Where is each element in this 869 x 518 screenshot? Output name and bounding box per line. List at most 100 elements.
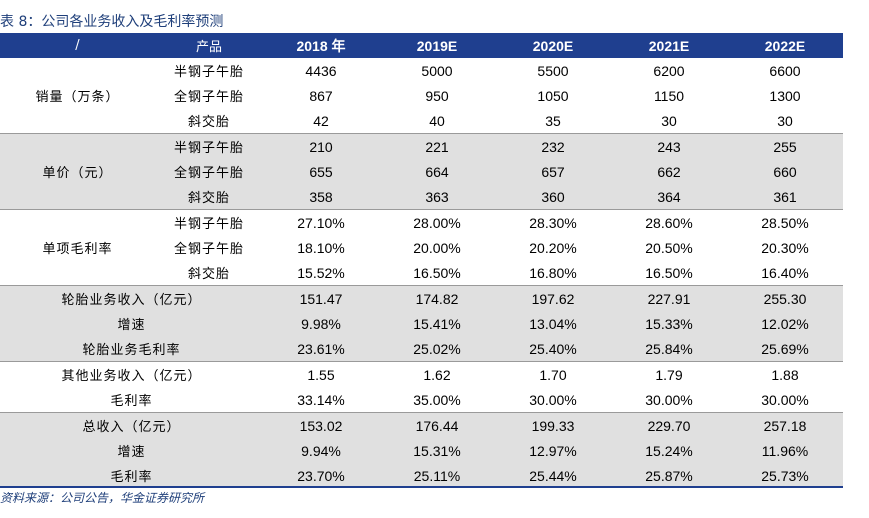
value-cell: 176.44 <box>379 412 495 438</box>
product-cell: 全钢子午胎 <box>155 159 263 184</box>
table-row: 单项毛利率 半钢子午胎 27.10% 28.00% 28.30% 28.60% … <box>0 209 843 286</box>
value-cell: 15.52% <box>297 264 345 281</box>
value-cell: 360 <box>495 184 611 210</box>
header-year: 2018 年 <box>263 33 379 58</box>
value-cell: 153.02 <box>263 412 379 438</box>
value-cell: 1.88 <box>727 361 843 387</box>
header-slash: / <box>0 33 155 58</box>
table-row: 斜交胎 42 40 35 30 30 <box>0 108 843 134</box>
table-header-row: / 产品 2018 年 2019E 2020E 2021E 2022E <box>0 33 843 58</box>
value-cell: 229.70 <box>611 412 727 438</box>
value-cell: 9.98% <box>263 311 379 336</box>
value-cell: 174.82 <box>379 285 495 311</box>
product-cell: 半钢子午胎 <box>173 65 244 80</box>
value-cell: 5000 <box>421 62 453 79</box>
value-cell: 23.61% <box>263 336 379 362</box>
table-row: 斜交胎 15.52% 16.50% 16.80% 16.50% 16.40% <box>0 260 843 286</box>
group-label: 单项毛利率 <box>0 209 155 286</box>
value-cell: 151.47 <box>263 285 379 311</box>
value-cell: 361 <box>727 184 843 210</box>
value-cell: 30 <box>777 112 793 129</box>
value-cell: 28.30% <box>495 209 611 235</box>
header-year: 2021E <box>611 33 727 58</box>
table-bottom-rule <box>0 486 843 488</box>
value-cell: 40 <box>429 112 445 129</box>
row-label: 毛利率 <box>110 394 153 409</box>
header-year: 2019E <box>379 33 495 58</box>
table-row: 其他业务收入（亿元） 1.55 1.62 1.70 1.79 1.88 <box>0 361 843 387</box>
table-row: 轮胎业务收入（亿元） 151.47 174.82 197.62 227.91 2… <box>0 285 843 311</box>
value-cell: 30.00% <box>645 391 693 408</box>
value-cell: 23.70% <box>263 463 379 488</box>
value-cell: 11.96% <box>727 438 843 463</box>
value-cell: 25.87% <box>611 463 727 488</box>
value-cell: 18.10% <box>297 239 345 256</box>
value-cell: 1050 <box>537 87 569 104</box>
value-cell: 363 <box>379 184 495 210</box>
table-row: 全钢子午胎 655 664 657 662 660 <box>0 159 843 184</box>
table-row: 增速 9.98% 15.41% 13.04% 15.33% 12.02% <box>0 311 843 336</box>
table-row: 斜交胎 358 363 360 364 361 <box>0 184 843 210</box>
table-row: 毛利率 33.14% 35.00% 30.00% 30.00% 30.00% <box>0 387 843 413</box>
value-cell: 243 <box>611 133 727 159</box>
value-cell: 1.79 <box>611 361 727 387</box>
value-cell: 221 <box>379 133 495 159</box>
value-cell: 358 <box>263 184 379 210</box>
value-cell: 15.33% <box>611 311 727 336</box>
value-cell: 867 <box>309 87 333 104</box>
value-cell: 210 <box>263 133 379 159</box>
value-cell: 257.18 <box>727 412 843 438</box>
table-row: 销量（万条） 半钢子午胎 4436 5000 5500 6200 6600 <box>0 58 843 106</box>
table-row: 轮胎业务毛利率 23.61% 25.02% 25.40% 25.84% 25.6… <box>0 336 843 362</box>
value-cell: 255 <box>727 133 843 159</box>
value-cell: 6600 <box>769 62 801 79</box>
value-cell: 35 <box>545 112 561 129</box>
value-cell: 657 <box>495 159 611 184</box>
row-label: 增速 <box>0 311 263 336</box>
group-label: 销量（万条） <box>35 90 120 105</box>
value-cell: 42 <box>313 112 329 129</box>
product-cell: 斜交胎 <box>187 115 230 130</box>
value-cell: 655 <box>263 159 379 184</box>
table-row: 单价（元） 半钢子午胎 210 221 232 243 255 <box>0 133 843 210</box>
value-cell: 4436 <box>305 62 337 79</box>
value-cell: 197.62 <box>495 285 611 311</box>
value-cell: 662 <box>611 159 727 184</box>
value-cell: 28.00% <box>379 209 495 235</box>
value-cell: 25.73% <box>727 463 843 488</box>
product-cell: 斜交胎 <box>187 267 230 282</box>
value-cell: 25.44% <box>495 463 611 488</box>
row-label: 增速 <box>0 438 263 463</box>
product-cell: 全钢子午胎 <box>173 242 244 257</box>
value-cell: 16.50% <box>413 264 461 281</box>
source-note: 资料来源：公司公告，华金证券研究所 <box>0 491 205 505</box>
value-cell: 15.24% <box>611 438 727 463</box>
value-cell: 5500 <box>537 62 569 79</box>
product-cell: 半钢子午胎 <box>155 133 263 159</box>
header-year: 2022E <box>727 33 843 58</box>
value-cell: 660 <box>727 159 843 184</box>
value-cell: 25.84% <box>611 336 727 362</box>
product-cell: 斜交胎 <box>155 184 263 210</box>
product-cell: 全钢子午胎 <box>173 90 244 105</box>
header-year: 2020E <box>495 33 611 58</box>
value-cell: 199.33 <box>495 412 611 438</box>
group-label: 单价（元） <box>0 133 155 210</box>
value-cell: 25.11% <box>379 463 495 488</box>
value-cell: 232 <box>495 133 611 159</box>
product-cell: 半钢子午胎 <box>155 209 263 235</box>
value-cell: 1300 <box>769 87 801 104</box>
value-cell: 28.50% <box>727 209 843 235</box>
value-cell: 25.40% <box>495 336 611 362</box>
value-cell: 255.30 <box>727 285 843 311</box>
value-cell: 1.70 <box>495 361 611 387</box>
value-cell: 1.62 <box>379 361 495 387</box>
value-cell: 16.50% <box>645 264 693 281</box>
value-cell: 25.02% <box>379 336 495 362</box>
value-cell: 20.30% <box>761 239 809 256</box>
value-cell: 9.94% <box>263 438 379 463</box>
forecast-table: / 产品 2018 年 2019E 2020E 2021E 2022E 销量（万… <box>0 33 843 488</box>
value-cell: 13.04% <box>495 311 611 336</box>
value-cell: 1.55 <box>263 361 379 387</box>
value-cell: 16.40% <box>761 264 809 281</box>
